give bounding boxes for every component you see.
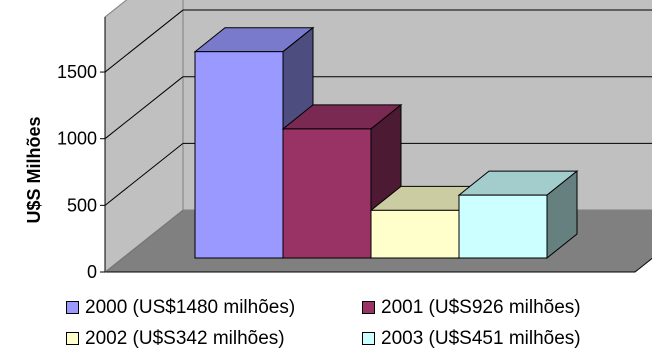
legend-label-2003: 2003 (U$S451 milhões) bbox=[381, 327, 581, 349]
legend-swatch-2002 bbox=[66, 332, 79, 345]
legend-label-2000: 2000 (US$1480 milhões) bbox=[85, 296, 296, 318]
legend-swatch-2003 bbox=[362, 332, 375, 345]
legend-row: 2000 (US$1480 milhões) 2001 (U$S926 milh… bbox=[66, 292, 646, 323]
bar-1 bbox=[281, 103, 403, 260]
gridline bbox=[104, 142, 184, 206]
legend: 2000 (US$1480 milhões) 2001 (U$S926 milh… bbox=[66, 292, 646, 354]
bar-front bbox=[370, 209, 460, 259]
y-tick-label: 1000 bbox=[57, 129, 97, 149]
gridline bbox=[104, 9, 184, 73]
legend-swatch-2001 bbox=[362, 301, 375, 314]
bar-3 bbox=[457, 170, 579, 260]
bars bbox=[193, 26, 579, 260]
legend-item-2002: 2002 (U$S342 milhões) bbox=[66, 323, 285, 354]
legend-row: 2002 (U$S342 milhões) 2003 (U$S451 milhõ… bbox=[66, 323, 646, 354]
legend-label-2002: 2002 (U$S342 milhões) bbox=[85, 327, 285, 349]
y-tick-label: 1500 bbox=[57, 62, 97, 82]
legend-swatch-2000 bbox=[66, 301, 79, 314]
y-tick-label: 500 bbox=[67, 195, 97, 215]
legend-item-2003: 2003 (U$S451 milhões) bbox=[362, 323, 581, 354]
bar-chart: 0 500 1000 1500 U$S Milhões bbox=[24, 0, 652, 282]
y-tick-labels: 0 500 1000 1500 bbox=[57, 62, 97, 282]
y-axis bbox=[100, 17, 106, 273]
bar-front bbox=[282, 128, 372, 259]
y-tick-label: 0 bbox=[87, 262, 97, 282]
legend-item-2001: 2001 (U$S926 milhões) bbox=[362, 292, 581, 323]
legend-item-2000: 2000 (US$1480 milhões) bbox=[66, 292, 295, 323]
y-axis-label: U$S Milhões bbox=[24, 116, 44, 223]
bar-front bbox=[194, 51, 284, 259]
bar-front bbox=[458, 194, 548, 259]
gridline bbox=[104, 76, 184, 140]
legend-label-2001: 2001 (U$S926 milhões) bbox=[381, 296, 581, 318]
